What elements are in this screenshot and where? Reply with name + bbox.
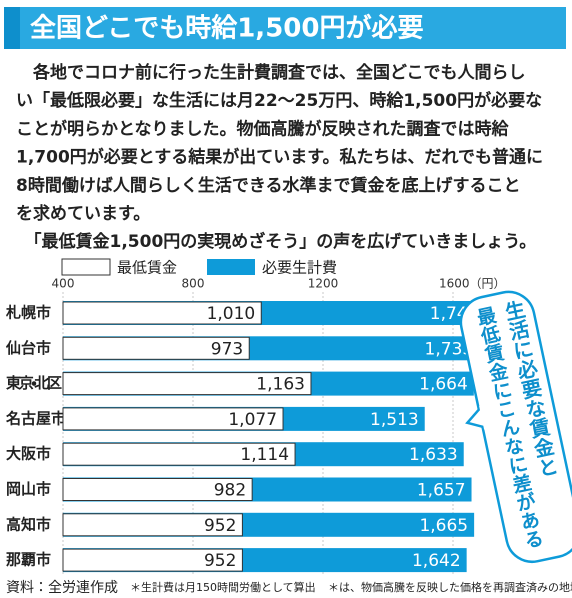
x-tick-label: 1200 [308,277,339,291]
value-label: 973 [211,339,243,359]
value-label: 1,665 [419,516,468,536]
value-label: 1,642 [412,551,461,571]
body-text: 各地でコロナ前に行った生計費調査では、全国どこでも人間らしい「最低限必要」な生活… [16,62,543,252]
category-label: 名古屋市 [5,409,66,427]
category-label: 仙台市 [5,339,51,357]
legend-swatch [207,259,255,275]
body-line: い「最低限必要」な生活には月22〜25万円、時給1,500円が必要な [16,90,542,111]
category-label: 岡山市 [6,480,51,498]
header-accent [4,7,20,49]
value-label: 1,513 [370,410,419,430]
body-line: 各地でコロナ前に行った生計費調査では、全国どこでも人間らし [16,62,526,83]
bar [62,407,284,431]
value-label: 952 [204,516,236,536]
callout-tail-cover [479,405,489,430]
value-label: 1,114 [240,445,289,465]
category-label: 東京・北区 [6,374,62,392]
note: ＊は、物価高騰を反映した価格を再調査済みの地域 [328,580,572,594]
callout-bubble [459,290,572,564]
header-title: 全国どこでも時給1,500円が必要 [30,13,423,44]
bar [62,478,253,501]
value-label: 982 [214,481,246,501]
bar [62,336,250,360]
plot: 最低賃金必要生計費40080012001600（円）札幌市1,749＊1,010… [5,258,572,596]
body-line: 8時間働けば人間らしく生活できる水準まで賃金を底上げすること [16,175,521,196]
legend-swatch [61,258,111,276]
note: ＊生計費は月150時間労働として算出 [130,580,316,594]
body-line: を求めています。 [16,203,150,224]
body-line: ことが明らかとなりました。物価高騰が反映された調査では時給 [16,118,509,139]
x-tick-label: 400 [52,277,75,291]
value-label: 1,163 [256,375,305,395]
callout-tail [465,406,485,429]
category-label: 大阪市 [6,445,51,463]
body-line: 1,700円が必要とする結果が出ています。私たちは、だれでも普通に [16,147,543,168]
bar [62,372,312,396]
category-label: 高知市 [6,515,51,533]
legend-label: 最低賃金 [117,259,177,277]
value-label: 1,657 [417,481,466,501]
bar [62,513,243,537]
bar [62,442,296,466]
value-label: 1,633 [409,445,458,465]
category-label: 那覇市 [6,551,51,569]
x-tick-label: 800 [182,277,205,291]
value-label: 1,010 [207,304,256,324]
body-line: 「最低賃金1,500円の実現めざそう」の声を広げていきましょう。 [16,231,536,252]
header-bar [4,7,566,49]
value-label: 952 [204,551,236,571]
x-tick-label: 1600（円） [439,277,506,291]
category-label: 札幌市 [5,304,51,322]
legend-label: 必要生計費 [262,259,337,277]
source: 資料：全労連作成 [6,580,118,596]
value-label: 1,077 [228,410,277,430]
bar [62,301,262,325]
value-label: 1,664 [419,375,468,395]
bar [62,548,243,572]
